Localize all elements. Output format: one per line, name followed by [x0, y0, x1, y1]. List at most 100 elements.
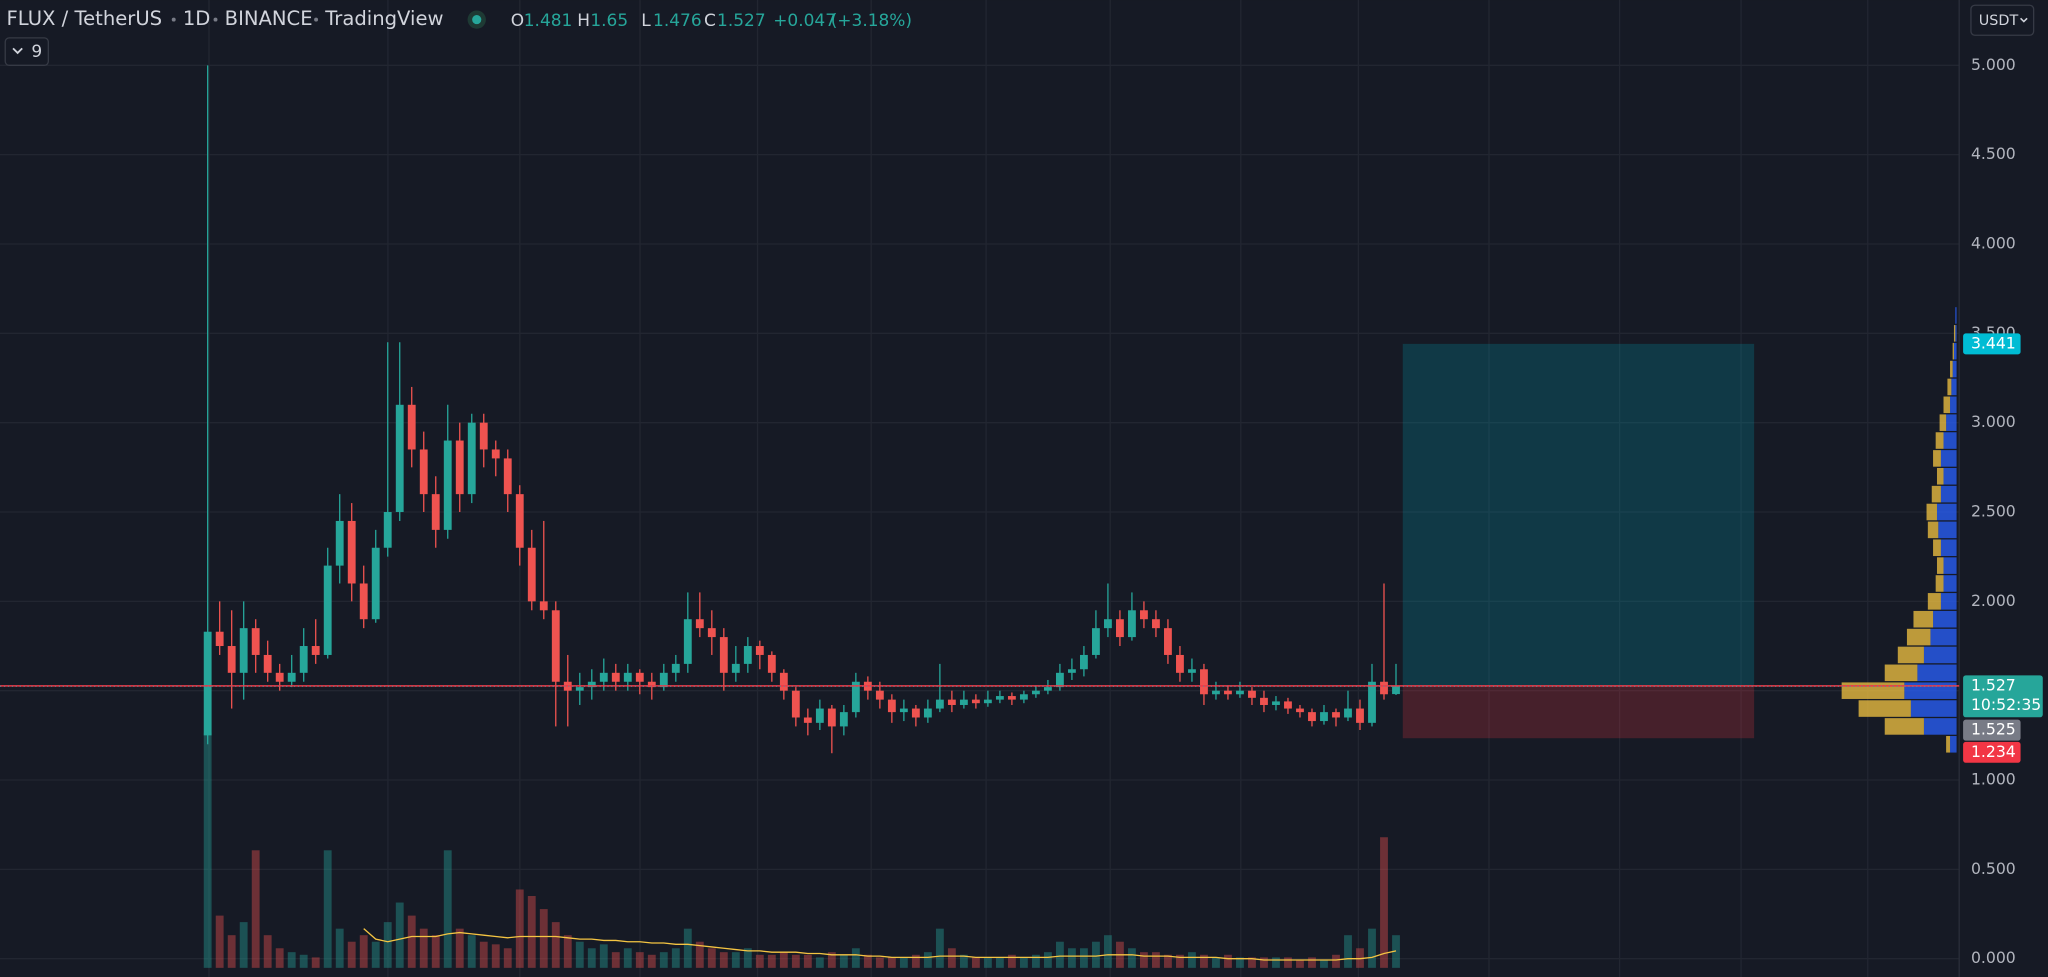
vp-up	[1940, 450, 1957, 467]
candle-body	[599, 672, 608, 682]
candle-body	[827, 708, 836, 727]
volume-bar	[1344, 935, 1352, 968]
candle-body	[1332, 712, 1340, 718]
volume-bar	[311, 957, 320, 968]
candle-body	[335, 520, 344, 566]
vp-down	[1935, 432, 1944, 449]
vp-down	[1936, 557, 1944, 574]
volume-bar	[803, 954, 812, 968]
volume-bar	[1200, 954, 1208, 968]
volume-bar	[1104, 935, 1112, 968]
volume-bar	[1212, 957, 1220, 968]
candle-body	[1067, 669, 1076, 673]
vp-up	[1938, 521, 1957, 539]
candle-body	[671, 663, 680, 673]
prev-close-label: 1.525	[1971, 720, 2016, 739]
volume-bar	[299, 954, 308, 968]
volume-bar	[455, 928, 464, 968]
volume-bar	[983, 957, 992, 968]
candle-body	[1031, 690, 1040, 695]
last-price-label: 1.527	[1971, 675, 2016, 694]
volume-bar	[1055, 941, 1064, 968]
y-tick-label: 5.000	[1971, 55, 2016, 74]
volume-bar	[599, 944, 608, 968]
separator	[213, 17, 218, 22]
vp-up	[1943, 467, 1957, 485]
candle-body	[1236, 690, 1244, 695]
candle-body	[743, 646, 752, 664]
target-label-box	[1963, 333, 2021, 355]
y-tick-label: 0.500	[1971, 859, 2016, 878]
candle-body	[959, 699, 968, 705]
candle-body	[323, 565, 332, 655]
currency: USDT	[1979, 13, 2019, 29]
volume-bar	[1043, 952, 1052, 968]
candle-body	[1104, 619, 1112, 629]
candle-body	[515, 494, 524, 548]
volume-bar	[947, 948, 956, 968]
vp-down	[1953, 325, 1956, 342]
volume-bar	[647, 954, 656, 968]
volume-bar	[995, 957, 1004, 968]
candle-body	[383, 512, 392, 548]
volume-bar	[587, 948, 596, 968]
candle-body	[395, 404, 404, 513]
vp-down	[1884, 718, 1924, 735]
vp-down	[1935, 575, 1944, 592]
volume-bar	[959, 954, 968, 968]
candle-body	[359, 583, 368, 620]
candle-body	[779, 672, 788, 691]
volume-bar	[935, 928, 944, 968]
volume-bar	[515, 889, 524, 968]
vp-down	[1952, 342, 1954, 360]
source: TradingView	[324, 7, 443, 30]
candle-body	[299, 646, 308, 673]
status-dot	[472, 15, 482, 25]
candle-body	[491, 449, 500, 459]
volume-bar	[227, 935, 236, 968]
candle-body	[971, 699, 980, 704]
candle-body	[1079, 654, 1088, 670]
currency-button[interactable]	[1970, 4, 2035, 36]
interval: 1D	[183, 7, 211, 30]
indicator-toggle[interactable]	[4, 37, 49, 66]
volume-bar	[779, 952, 788, 968]
vp-down	[1913, 610, 1934, 628]
volume-bar	[239, 922, 248, 968]
vp-down	[1933, 539, 1941, 557]
h-label: H	[577, 11, 590, 31]
vp-up	[1943, 432, 1957, 449]
volume-bar	[323, 850, 332, 968]
candle-body	[455, 440, 464, 495]
volume-bar	[1368, 928, 1376, 968]
y-tick-label: 3.000	[1971, 412, 2016, 431]
volume-bar	[911, 954, 920, 968]
vp-down	[1926, 503, 1937, 521]
vp-down	[1927, 593, 1941, 610]
vp-down	[1936, 467, 1944, 485]
vp-up	[1940, 485, 1957, 503]
vp-down	[1950, 360, 1953, 378]
candle-body	[479, 422, 488, 450]
candle-body	[647, 681, 656, 688]
y-tick-label: 0.000	[1971, 948, 2016, 967]
candle-body	[203, 631, 212, 736]
candle-body	[467, 422, 476, 495]
candle-body	[1188, 669, 1196, 673]
volume-bar	[335, 928, 344, 968]
vp-down	[1927, 521, 1939, 539]
candle-body	[935, 699, 944, 709]
y-tick-label: 2.000	[1971, 591, 2016, 610]
candle-body	[923, 708, 932, 718]
volume-bar	[623, 948, 632, 968]
volume-bar	[1320, 960, 1328, 968]
candle-body	[539, 601, 548, 611]
candle-body	[575, 687, 584, 691]
c-label: C	[704, 11, 716, 31]
prev-close-box	[1963, 719, 2021, 741]
low: 1.476	[653, 11, 702, 31]
volume-bar	[611, 952, 620, 968]
separator	[171, 17, 176, 22]
candle-body	[635, 672, 644, 682]
